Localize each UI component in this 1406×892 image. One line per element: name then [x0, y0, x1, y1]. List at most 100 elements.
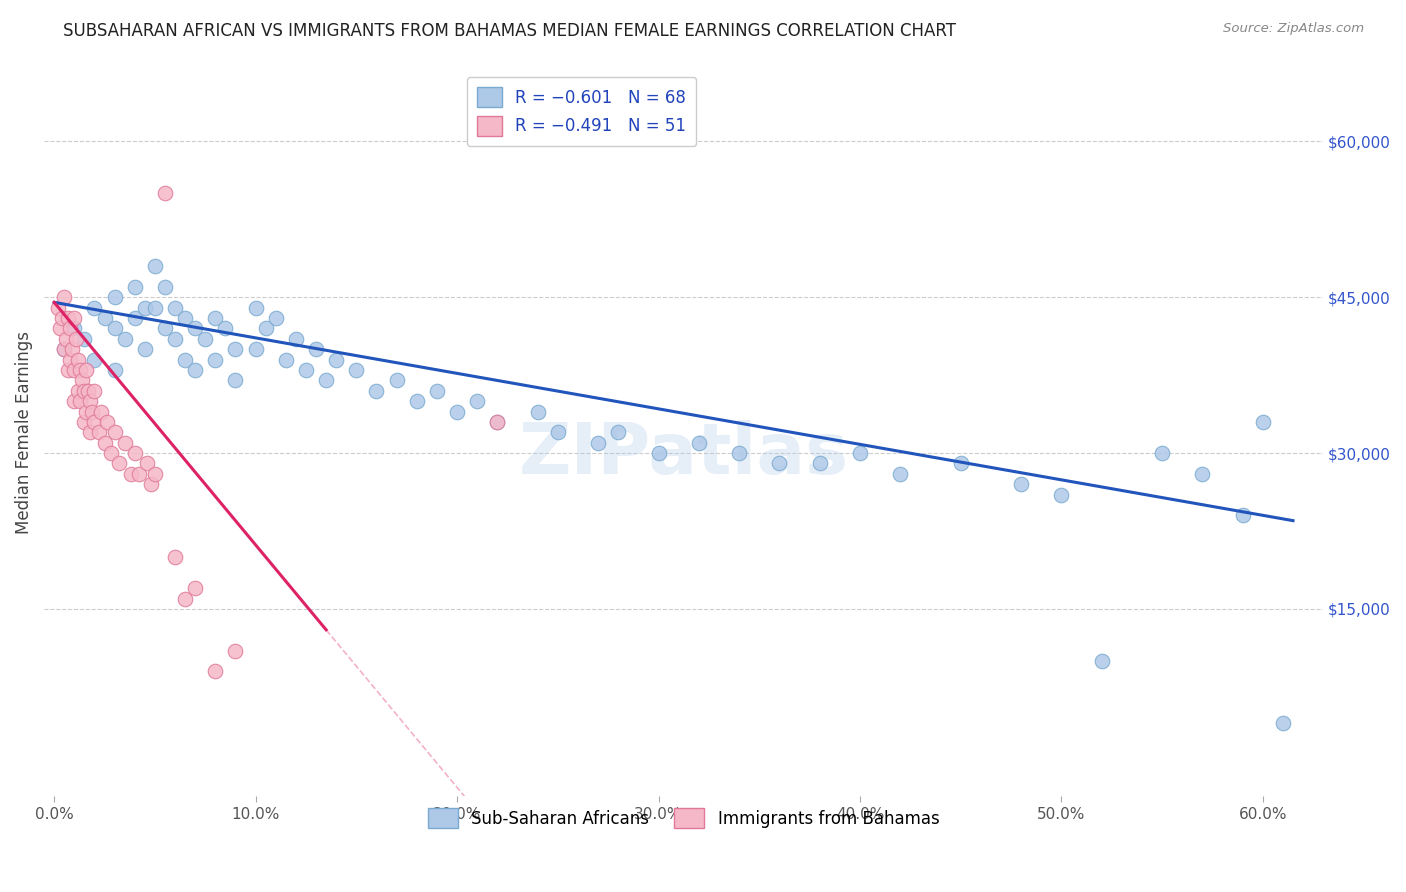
- Point: [889, 467, 911, 481]
- Point: [165, 301, 187, 315]
- Point: [58, 363, 80, 377]
- Point: [63, 363, 86, 377]
- Point: [55, 332, 77, 346]
- Point: [647, 446, 669, 460]
- Point: [325, 352, 347, 367]
- Point: [124, 310, 146, 325]
- Point: [139, 477, 162, 491]
- Point: [446, 404, 468, 418]
- Point: [165, 549, 187, 564]
- Point: [89, 404, 111, 418]
- Point: [120, 467, 142, 481]
- Point: [134, 301, 156, 315]
- Point: [104, 321, 127, 335]
- Point: [1152, 446, 1174, 460]
- Point: [79, 394, 101, 409]
- Point: [104, 290, 127, 304]
- Point: [153, 186, 176, 201]
- Point: [849, 446, 872, 460]
- Point: [93, 310, 115, 325]
- Point: [254, 321, 277, 335]
- Point: [486, 415, 509, 429]
- Point: [465, 394, 488, 409]
- Point: [59, 352, 82, 367]
- Point: [204, 310, 226, 325]
- Point: [224, 373, 246, 387]
- Point: [49, 321, 72, 335]
- Point: [385, 373, 408, 387]
- Text: ZIPatlas: ZIPatlas: [519, 419, 849, 489]
- Point: [184, 581, 207, 595]
- Point: [315, 373, 337, 387]
- Point: [104, 425, 127, 440]
- Point: [134, 342, 156, 356]
- Point: [53, 290, 76, 304]
- Point: [100, 446, 122, 460]
- Y-axis label: Median Female Earnings: Median Female Earnings: [15, 331, 32, 533]
- Point: [67, 352, 90, 367]
- Point: [114, 435, 136, 450]
- Point: [51, 310, 73, 325]
- Point: [405, 394, 427, 409]
- Point: [1050, 488, 1073, 502]
- Point: [245, 301, 267, 315]
- Point: [184, 321, 207, 335]
- Point: [63, 310, 86, 325]
- Point: [96, 415, 118, 429]
- Point: [87, 425, 110, 440]
- Point: [1091, 654, 1114, 668]
- Point: [69, 394, 91, 409]
- Point: [58, 310, 80, 325]
- Point: [768, 457, 790, 471]
- Point: [73, 332, 96, 346]
- Point: [204, 665, 226, 679]
- Point: [82, 404, 104, 418]
- Point: [204, 352, 226, 367]
- Point: [174, 352, 197, 367]
- Point: [949, 457, 972, 471]
- Point: [128, 467, 150, 481]
- Point: [83, 415, 105, 429]
- Point: [688, 435, 710, 450]
- Point: [366, 384, 388, 398]
- Point: [153, 321, 176, 335]
- Point: [165, 332, 187, 346]
- Point: [174, 591, 197, 606]
- Point: [75, 404, 97, 418]
- Point: [114, 332, 136, 346]
- Point: [184, 363, 207, 377]
- Point: [1232, 508, 1254, 523]
- Point: [67, 384, 90, 398]
- Point: [79, 425, 101, 440]
- Point: [586, 435, 609, 450]
- Legend: Sub-Saharan Africans, Immigrants from Bahamas: Sub-Saharan Africans, Immigrants from Ba…: [422, 801, 946, 835]
- Point: [107, 457, 129, 471]
- Point: [547, 425, 569, 440]
- Text: Source: ZipAtlas.com: Source: ZipAtlas.com: [1223, 22, 1364, 36]
- Point: [274, 352, 297, 367]
- Point: [143, 259, 166, 273]
- Point: [124, 446, 146, 460]
- Point: [1010, 477, 1032, 491]
- Point: [194, 332, 217, 346]
- Point: [728, 446, 751, 460]
- Point: [526, 404, 548, 418]
- Point: [75, 363, 97, 377]
- Point: [153, 280, 176, 294]
- Point: [72, 373, 94, 387]
- Point: [224, 342, 246, 356]
- Point: [83, 352, 105, 367]
- Point: [135, 457, 157, 471]
- Point: [53, 342, 76, 356]
- Point: [124, 280, 146, 294]
- Point: [63, 321, 86, 335]
- Point: [245, 342, 267, 356]
- Point: [214, 321, 236, 335]
- Point: [305, 342, 328, 356]
- Point: [60, 342, 83, 356]
- Point: [93, 435, 115, 450]
- Point: [73, 415, 96, 429]
- Point: [295, 363, 318, 377]
- Point: [83, 384, 105, 398]
- Point: [426, 384, 449, 398]
